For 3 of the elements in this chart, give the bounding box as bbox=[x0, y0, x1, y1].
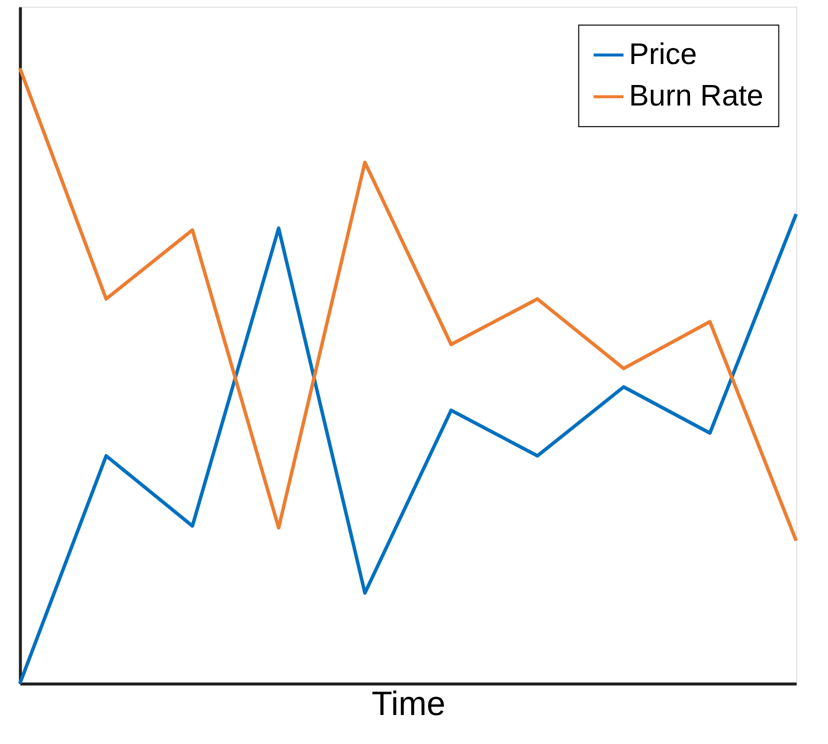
x-axis-title: Time bbox=[372, 684, 446, 723]
legend-label: Burn Rate bbox=[628, 80, 764, 113]
legend-label: Price bbox=[628, 38, 697, 71]
